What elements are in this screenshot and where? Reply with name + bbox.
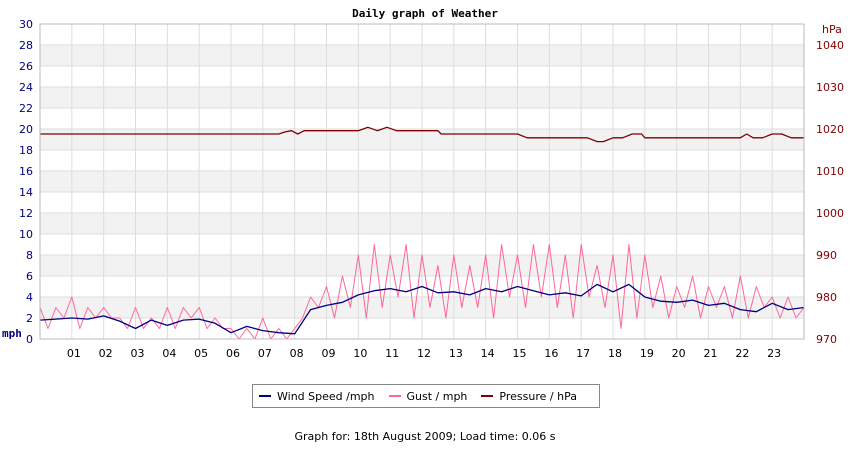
left-tick-label: 6 [26,270,33,283]
right-tick-label: 980 [816,291,837,304]
left-tick-label: 14 [19,186,33,199]
left-tick-label: 30 [19,18,33,31]
x-tick-label: 20 [672,347,686,360]
right-tick-label: 990 [816,249,837,262]
x-tick-label: 06 [226,347,240,360]
left-tick-label: 16 [19,165,33,178]
x-tick-label: 19 [640,347,654,360]
x-tick-label: 18 [608,347,622,360]
x-tick-label: 13 [449,347,463,360]
footer-status: Graph for: 18th August 2009; Load time: … [294,430,556,443]
legend-label-gust: Gust / mph [406,389,468,403]
series-layer [39,126,805,340]
x-tick-label: 10 [353,347,367,360]
left-tick-label: 4 [26,291,33,304]
legend-swatch-wind-speed [259,395,271,397]
series-wind-speed-line [39,283,805,335]
right-tick-label: 1020 [816,123,844,136]
x-tick-label: 01 [67,347,81,360]
series-pressure-line [40,126,804,143]
right-tick-label: 1000 [816,207,844,220]
plot-frame [39,23,805,340]
x-tick-label: 07 [258,347,272,360]
legend-label-wind-speed: Wind Speed /mph [277,389,375,403]
left-tick-label: 0 [26,333,33,346]
legend: Wind Speed /mph Gust / mph Pressure / hP… [252,384,600,408]
x-tick-label: 14 [481,347,495,360]
x-tick-label: 15 [513,347,527,360]
x-tick-label: 09 [322,347,336,360]
series-gust-line [39,244,805,340]
left-tick-label: 24 [19,81,33,94]
x-tick-label: 21 [704,347,718,360]
legend-item-wind-speed: Wind Speed /mph [259,390,375,403]
left-tick-label: 26 [19,60,33,73]
x-tick-label: 04 [162,347,176,360]
x-tick-label: 17 [576,347,590,360]
right-axis-unit: hPa [822,23,842,36]
left-tick-label: 12 [19,207,33,220]
left-tick-label: 18 [19,144,33,157]
x-tick-label: 02 [99,347,113,360]
left-tick-label: 28 [19,39,33,52]
x-tick-label: 11 [385,347,399,360]
axis-layer: 0246810121416182022242628309709809901000… [19,18,844,360]
left-tick-label: 8 [26,249,33,262]
right-tick-label: 1030 [816,81,844,94]
x-tick-label: 12 [417,347,431,360]
x-tick-label: 08 [290,347,304,360]
legend-label-pressure: Pressure / hPa [499,389,577,403]
legend-swatch-gust [388,395,401,397]
x-tick-label: 03 [131,347,145,360]
x-tick-label: 22 [735,347,749,360]
left-tick-label: 2 [26,312,33,325]
left-tick-label: 10 [19,228,33,241]
x-tick-label: 16 [544,347,558,360]
left-tick-label: 22 [19,102,33,115]
left-axis-unit: mph [2,327,22,340]
legend-swatch-pressure [481,395,494,397]
right-tick-label: 1040 [816,39,844,52]
right-tick-label: 970 [816,333,837,346]
right-tick-label: 1010 [816,165,844,178]
x-tick-label: 23 [767,347,781,360]
x-tick-label: 05 [194,347,208,360]
grid-layer [39,23,805,340]
legend-item-pressure: Pressure / hPa [481,390,577,403]
left-tick-label: 20 [19,123,33,136]
legend-item-gust: Gust / mph [388,389,468,403]
chart-title: Daily graph of Weather [352,7,498,20]
